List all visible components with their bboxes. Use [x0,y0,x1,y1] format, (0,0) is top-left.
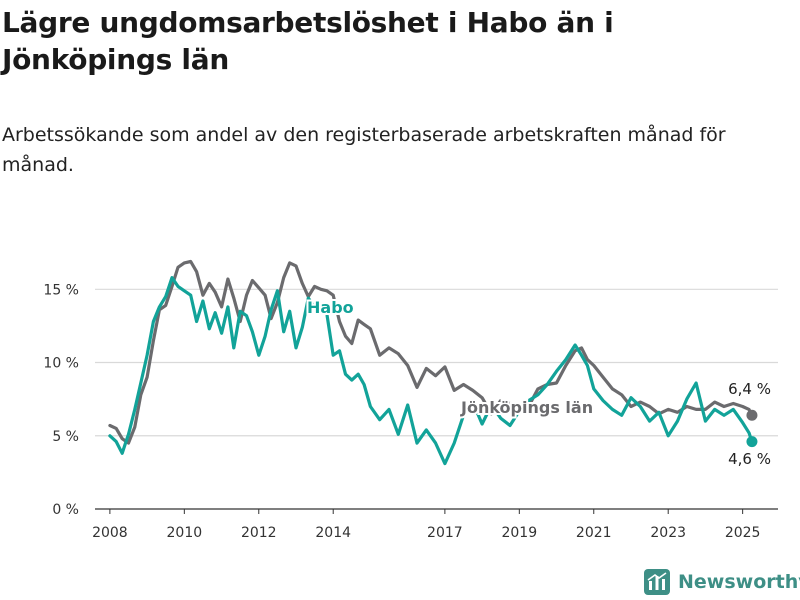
x-tick-label: 2021 [576,525,612,541]
brand-name: Newsworthy [678,571,800,593]
series-label-jonkopings-lan: Jönköpings län [460,398,593,417]
y-tick-label: 10 % [43,356,79,372]
y-tick-label: 5 % [52,429,79,445]
x-tick-label: 2025 [725,525,761,541]
x-tick-label: 2023 [650,525,686,541]
series-label-habo: Habo [307,298,354,317]
axes: 0 % 5 % 10 % 15 % 2008 2010 2012 2014 2017 2019 20… [43,282,778,541]
chart-title: Lägre ungdomsarbetslöshet i Habo än i Jö… [2,6,614,76]
end-value-label-jonkopings-lan: 6,4 % [728,380,771,398]
y-tick-label: 15 % [43,282,79,298]
x-tick-label: 2010 [167,525,203,541]
bar-chart-logo-icon [644,569,670,595]
x-tick-label: 2012 [241,525,277,541]
series-end-point-j-nk-pings-l-n [746,409,758,421]
brand-logo: Newsworthy [644,566,800,598]
series-lines [108,259,758,466]
end-value-label-habo: 4,6 % [728,450,771,468]
y-tick-label: 0 % [52,502,79,518]
x-tick-label: 2019 [501,525,537,541]
gridlines [95,288,778,437]
x-tick-label: 2017 [427,525,463,541]
x-tick-label: 2014 [315,525,351,541]
series-end-point-habo [746,436,758,448]
chart-subtitle: Arbetssökande som andel av den registerb… [2,124,726,176]
series-line-habo [108,276,754,466]
series-line-j-nk-pings-l-n [108,259,754,445]
series-labels: Habo Jönköpings län 6,4 % 4,6 % [305,296,773,470]
x-tick-label: 2008 [92,525,128,541]
